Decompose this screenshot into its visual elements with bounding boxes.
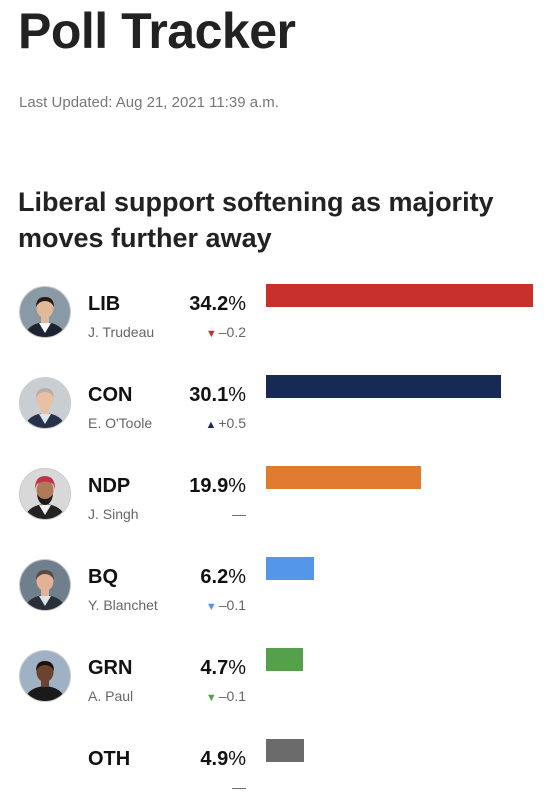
bar-ndp bbox=[266, 466, 421, 489]
portrait-image bbox=[20, 651, 70, 701]
poll-change: ▼ –0.1 bbox=[150, 688, 246, 704]
vote-percentage: 4.7% bbox=[150, 657, 246, 680]
percent-sign: % bbox=[228, 748, 246, 770]
bar-grn bbox=[266, 648, 303, 671]
party-row-bq: BQ Y. Blanchet 6.2% ▼ –0.1 bbox=[0, 557, 552, 627]
vote-percentage: 4.9% bbox=[150, 748, 246, 771]
party-name: NDP bbox=[88, 475, 131, 497]
percentage-value: 6.2 bbox=[200, 566, 229, 588]
percent-sign: % bbox=[228, 475, 246, 497]
party-row-grn: GRN A. Paul 4.7% ▼ –0.1 bbox=[0, 648, 552, 718]
triangle-up-icon: ▲ bbox=[205, 419, 217, 431]
page-title: Poll Tracker bbox=[18, 3, 296, 59]
bar-lib bbox=[266, 284, 533, 307]
percent-sign: % bbox=[228, 566, 246, 588]
percentage-value: 4.7 bbox=[200, 657, 229, 679]
percentage-value: 30.1 bbox=[189, 384, 229, 406]
percent-sign: % bbox=[228, 657, 246, 679]
portrait-image bbox=[20, 560, 70, 610]
bar-oth bbox=[266, 739, 304, 762]
poll-change: — bbox=[150, 506, 246, 522]
leader-name: A. Paul bbox=[88, 688, 134, 704]
percent-sign: % bbox=[228, 293, 246, 315]
portrait-image bbox=[20, 287, 70, 337]
party-row-lib: LIB J. Trudeau 34.2% ▼ –0.2 bbox=[0, 284, 552, 354]
party-name: BQ bbox=[88, 566, 118, 588]
poll-change: — bbox=[150, 779, 246, 795]
party-name: OTH bbox=[88, 748, 131, 770]
party-name: LIB bbox=[88, 293, 121, 315]
leader-name: J. Singh bbox=[88, 506, 139, 522]
chart-headline: Liberal support softening as majority mo… bbox=[18, 187, 494, 253]
portrait-image bbox=[20, 378, 70, 428]
leader-name: E. O'Toole bbox=[88, 415, 153, 431]
triangle-down-icon: ▼ bbox=[205, 601, 217, 613]
percentage-value: 34.2 bbox=[189, 293, 229, 315]
party-row-con: CON E. O'Toole 30.1% ▲ +0.5 bbox=[0, 375, 552, 445]
vote-percentage: 34.2% bbox=[150, 293, 246, 316]
change-value: –0.2 bbox=[218, 324, 246, 340]
last-updated-timestamp: Last Updated: Aug 21, 2021 11:39 a.m. bbox=[19, 94, 279, 111]
change-value: — bbox=[232, 779, 246, 795]
bar-bq bbox=[266, 557, 314, 580]
change-value: +0.5 bbox=[218, 415, 246, 431]
percentage-value: 4.9 bbox=[200, 748, 229, 770]
change-value: — bbox=[232, 506, 246, 522]
party-name: GRN bbox=[88, 657, 133, 679]
vote-percentage: 19.9% bbox=[150, 475, 246, 498]
avatar bbox=[19, 650, 71, 702]
vote-percentage: 30.1% bbox=[150, 384, 246, 407]
change-value: –0.1 bbox=[218, 597, 246, 613]
avatar bbox=[19, 377, 71, 429]
avatar bbox=[19, 559, 71, 611]
party-name: CON bbox=[88, 384, 133, 406]
avatar bbox=[19, 468, 71, 520]
party-row-ndp: NDP J. Singh 19.9% — bbox=[0, 466, 552, 536]
party-row-oth: OTH 4.9% — bbox=[0, 739, 552, 809]
leader-name: Y. Blanchet bbox=[88, 597, 158, 613]
triangle-down-icon: ▼ bbox=[205, 328, 217, 340]
poll-change: ▲ +0.5 bbox=[150, 415, 246, 431]
vote-percentage: 6.2% bbox=[150, 566, 246, 589]
leader-name: J. Trudeau bbox=[88, 324, 155, 340]
change-value: –0.1 bbox=[218, 688, 246, 704]
triangle-down-icon: ▼ bbox=[205, 692, 217, 704]
percent-sign: % bbox=[228, 384, 246, 406]
bar-con bbox=[266, 375, 501, 398]
poll-change: ▼ –0.2 bbox=[150, 324, 246, 340]
avatar bbox=[19, 286, 71, 338]
percentage-value: 19.9 bbox=[189, 475, 229, 497]
portrait-image bbox=[20, 469, 70, 519]
poll-change: ▼ –0.1 bbox=[150, 597, 246, 613]
